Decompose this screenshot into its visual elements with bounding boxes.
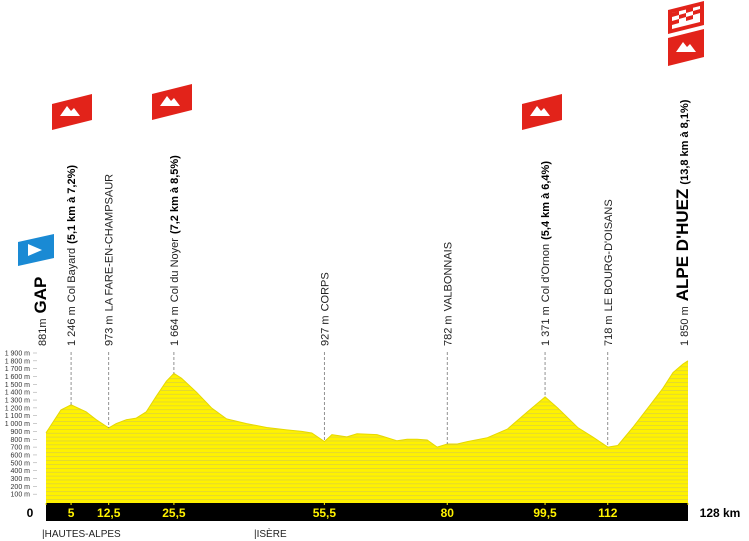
y-tick-label: 300 m [11, 476, 31, 483]
waypoint-label: 718 m LE BOURG-D'OISANS [603, 199, 615, 346]
distance-bar [46, 503, 688, 521]
waypoint-name: Col du Noyer [169, 238, 181, 303]
y-tick-label: 1 800 m [5, 358, 30, 365]
waypoint-name: CORPS [319, 272, 331, 311]
x-tick-label: 25,5 [162, 506, 186, 520]
y-tick-label: 900 m [11, 429, 31, 436]
waypoint-altitude: 927 m [319, 315, 331, 346]
region-label: |ISÈRE [254, 527, 287, 540]
waypoint-altitude: 1 850 m [679, 306, 691, 346]
finish-icon [668, 1, 704, 66]
waypoint-climb: (5,1 km à 7,2%) [66, 165, 78, 244]
y-tick-label: 400 m [11, 468, 31, 475]
waypoint-label: 1 850 m ALPE D'HUEZ (13,8 km à 8,1%) [673, 99, 692, 346]
x-tick-label: 12,5 [97, 506, 121, 520]
waypoint-altitude: 973 m [104, 315, 116, 346]
waypoint-label: 782 m VALBONNAIS [442, 242, 454, 346]
profile-area [46, 360, 688, 503]
x-tick-label: 80 [441, 506, 455, 520]
waypoint-climb: (5,4 km à 6,4%) [540, 161, 552, 240]
y-tick-label: 800 m [11, 437, 31, 444]
x-tick-label: 5 [68, 506, 75, 520]
waypoint-altitude: 782 m [442, 315, 454, 346]
x-tick-label: 128 km [700, 506, 741, 520]
waypoint-label: 1 371 m Col d'Ornon (5,4 km à 6,4%) [540, 161, 552, 346]
waypoint-name: GAP [31, 277, 50, 314]
waypoint-name: LE BOURG-D'OISANS [603, 199, 615, 311]
waypoint-climb: (13,8 km à 8,1%) [679, 99, 691, 184]
waypoint-altitude: 1 664 m [169, 306, 181, 346]
y-tick-label: 600 m [11, 452, 31, 459]
waypoint-name: ALPE D'HUEZ [673, 189, 692, 302]
waypoint-altitude: 718 m [603, 315, 615, 346]
climb-icon [152, 84, 192, 120]
y-tick-label: 500 m [11, 460, 31, 467]
waypoint-name: Col d'Ornon [540, 244, 552, 302]
waypoint-altitude: 1 371 m [540, 306, 552, 346]
x-tick-label: 99,5 [533, 506, 557, 520]
region-label: |HAUTES-ALPES [42, 529, 121, 540]
y-tick-label: 1 000 m [5, 421, 30, 428]
y-tick-label: 700 m [11, 445, 31, 452]
y-tick-label: 1 200 m [5, 405, 30, 412]
x-tick-label: 0 [27, 506, 34, 520]
waypoint-label: 881m GAP [31, 277, 50, 346]
y-tick-label: 1 500 m [5, 382, 30, 389]
waypoint-label: 1 246 m Col Bayard (5,1 km à 7,2%) [66, 165, 78, 346]
y-tick-label: 200 m [11, 484, 31, 491]
waypoint-name: VALBONNAIS [442, 242, 454, 312]
y-tick-label: 1 100 m [5, 413, 30, 420]
y-tick-label: 1 300 m [5, 398, 30, 405]
y-tick-label: 1 900 m [5, 351, 30, 358]
waypoint-name: LA FARE-EN-CHAMPSAUR [104, 174, 116, 312]
start-icon [18, 234, 54, 266]
x-tick-label: 55,5 [313, 506, 337, 520]
climb-icon [52, 94, 92, 130]
waypoint-label: 1 664 m Col du Noyer (7,2 km à 8,5%) [169, 155, 181, 346]
x-tick-label: 112 [598, 506, 618, 520]
waypoint-label: 973 m LA FARE-EN-CHAMPSAUR [104, 174, 116, 346]
y-tick-label: 1 400 m [5, 390, 30, 397]
y-tick-label: 1 700 m [5, 366, 30, 373]
waypoint-altitude: 881m [37, 318, 49, 346]
waypoint-climb: (7,2 km à 8,5%) [169, 155, 181, 234]
y-tick-label: 100 m [11, 492, 31, 499]
y-tick-label: 1 600 m [5, 374, 30, 381]
profile-line [45, 360, 689, 448]
waypoint-altitude: 1 246 m [66, 306, 78, 346]
waypoint-label: 927 m CORPS [319, 272, 331, 346]
climb-icon [522, 94, 562, 130]
waypoint-name: Col Bayard [66, 248, 78, 302]
